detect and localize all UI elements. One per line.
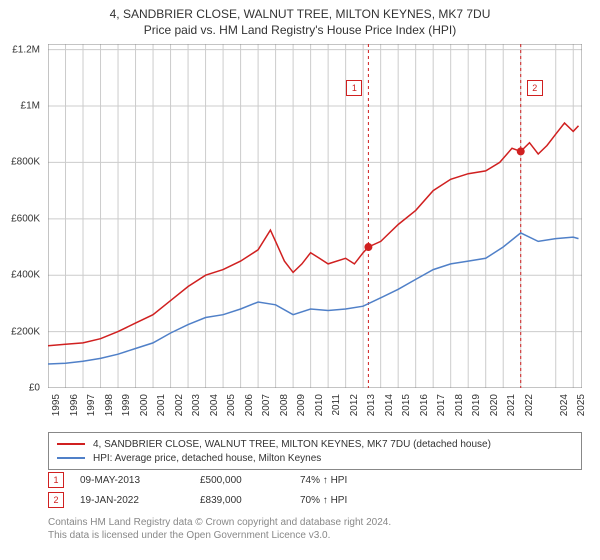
- legend-swatch: [57, 443, 85, 445]
- x-axis-labels: 1995 1996 1997 1998 1999 2000 2001 2002 2003 2004…: [48, 390, 582, 430]
- y-tick-label: £400K: [11, 270, 40, 281]
- marker-badge: 2: [48, 492, 64, 508]
- chart-marker-badge: 2: [527, 80, 543, 96]
- chart-marker-badge: 1: [346, 80, 362, 96]
- x-tick-label: 2024: [559, 394, 570, 416]
- x-tick-label: 2025: [576, 394, 587, 416]
- y-tick-label: £800K: [11, 157, 40, 168]
- x-tick-label: 2014: [384, 394, 395, 416]
- marker-price: £500,000: [200, 475, 300, 486]
- x-tick-label: 1999: [121, 394, 132, 416]
- chart-area: 12: [48, 44, 582, 388]
- marker-price: £839,000: [200, 495, 300, 506]
- x-tick-label: 2008: [279, 394, 290, 416]
- legend-row: HPI: Average price, detached house, Milt…: [57, 451, 573, 465]
- marker-pct: 70% ↑ HPI: [300, 495, 400, 506]
- legend-label: HPI: Average price, detached house, Milt…: [93, 453, 321, 464]
- x-tick-label: 2003: [191, 394, 202, 416]
- legend-label: 4, SANDBRIER CLOSE, WALNUT TREE, MILTON …: [93, 439, 491, 450]
- x-tick-label: 2022: [524, 394, 535, 416]
- y-tick-label: £0: [29, 383, 40, 394]
- marker-date: 09-MAY-2013: [80, 475, 200, 486]
- x-tick-label: 2007: [261, 394, 272, 416]
- x-tick-label: 2009: [296, 394, 307, 416]
- x-tick-label: 2018: [454, 394, 465, 416]
- x-tick-label: 2005: [226, 394, 237, 416]
- title-line1: 4, SANDBRIER CLOSE, WALNUT TREE, MILTON …: [0, 6, 600, 22]
- x-tick-label: 2001: [156, 394, 167, 416]
- legend-swatch: [57, 457, 85, 459]
- marker-date: 19-JAN-2022: [80, 495, 200, 506]
- y-axis-labels: £0£200K£400K£600K£800K£1M£1.2M: [0, 44, 44, 388]
- x-tick-label: 2016: [419, 394, 430, 416]
- y-tick-label: £200K: [11, 326, 40, 337]
- x-tick-label: 2010: [314, 394, 325, 416]
- title-block: 4, SANDBRIER CLOSE, WALNUT TREE, MILTON …: [0, 0, 600, 38]
- chart-svg: [48, 44, 582, 388]
- footer-line1: Contains HM Land Registry data © Crown c…: [48, 516, 582, 529]
- x-tick-label: 2011: [331, 394, 342, 416]
- x-tick-label: 2000: [139, 394, 150, 416]
- y-tick-label: £1.2M: [12, 44, 40, 55]
- x-tick-label: 2004: [209, 394, 220, 416]
- x-tick-label: 1997: [86, 394, 97, 416]
- x-tick-label: 2006: [244, 394, 255, 416]
- x-tick-label: 2017: [436, 394, 447, 416]
- x-tick-label: 2020: [489, 394, 500, 416]
- x-tick-label: 1995: [51, 394, 62, 416]
- title-line2: Price paid vs. HM Land Registry's House …: [0, 22, 600, 38]
- marker-badge: 1: [48, 472, 64, 488]
- x-tick-label: 1996: [69, 394, 80, 416]
- footer-line2: This data is licensed under the Open Gov…: [48, 529, 582, 542]
- marker-table-row: 1 09-MAY-2013£500,00074% ↑ HPI: [48, 470, 582, 490]
- chart-container: 4, SANDBRIER CLOSE, WALNUT TREE, MILTON …: [0, 0, 600, 560]
- footer-note: Contains HM Land Registry data © Crown c…: [48, 516, 582, 542]
- marker-table-row: 2 19-JAN-2022£839,00070% ↑ HPI: [48, 490, 582, 510]
- x-tick-label: 2002: [174, 394, 185, 416]
- x-tick-label: 2021: [506, 394, 517, 416]
- legend-row: 4, SANDBRIER CLOSE, WALNUT TREE, MILTON …: [57, 437, 573, 451]
- x-tick-label: 2015: [401, 394, 412, 416]
- x-tick-label: 2019: [471, 394, 482, 416]
- x-tick-label: 2012: [349, 394, 360, 416]
- marker-table: 1 09-MAY-2013£500,00074% ↑ HPI 2 19-JAN-202…: [48, 470, 582, 510]
- y-tick-label: £1M: [21, 101, 40, 112]
- legend-box: 4, SANDBRIER CLOSE, WALNUT TREE, MILTON …: [48, 432, 582, 470]
- x-tick-label: 1998: [104, 394, 115, 416]
- marker-pct: 74% ↑ HPI: [300, 475, 400, 486]
- x-tick-label: 2013: [366, 394, 377, 416]
- y-tick-label: £600K: [11, 213, 40, 224]
